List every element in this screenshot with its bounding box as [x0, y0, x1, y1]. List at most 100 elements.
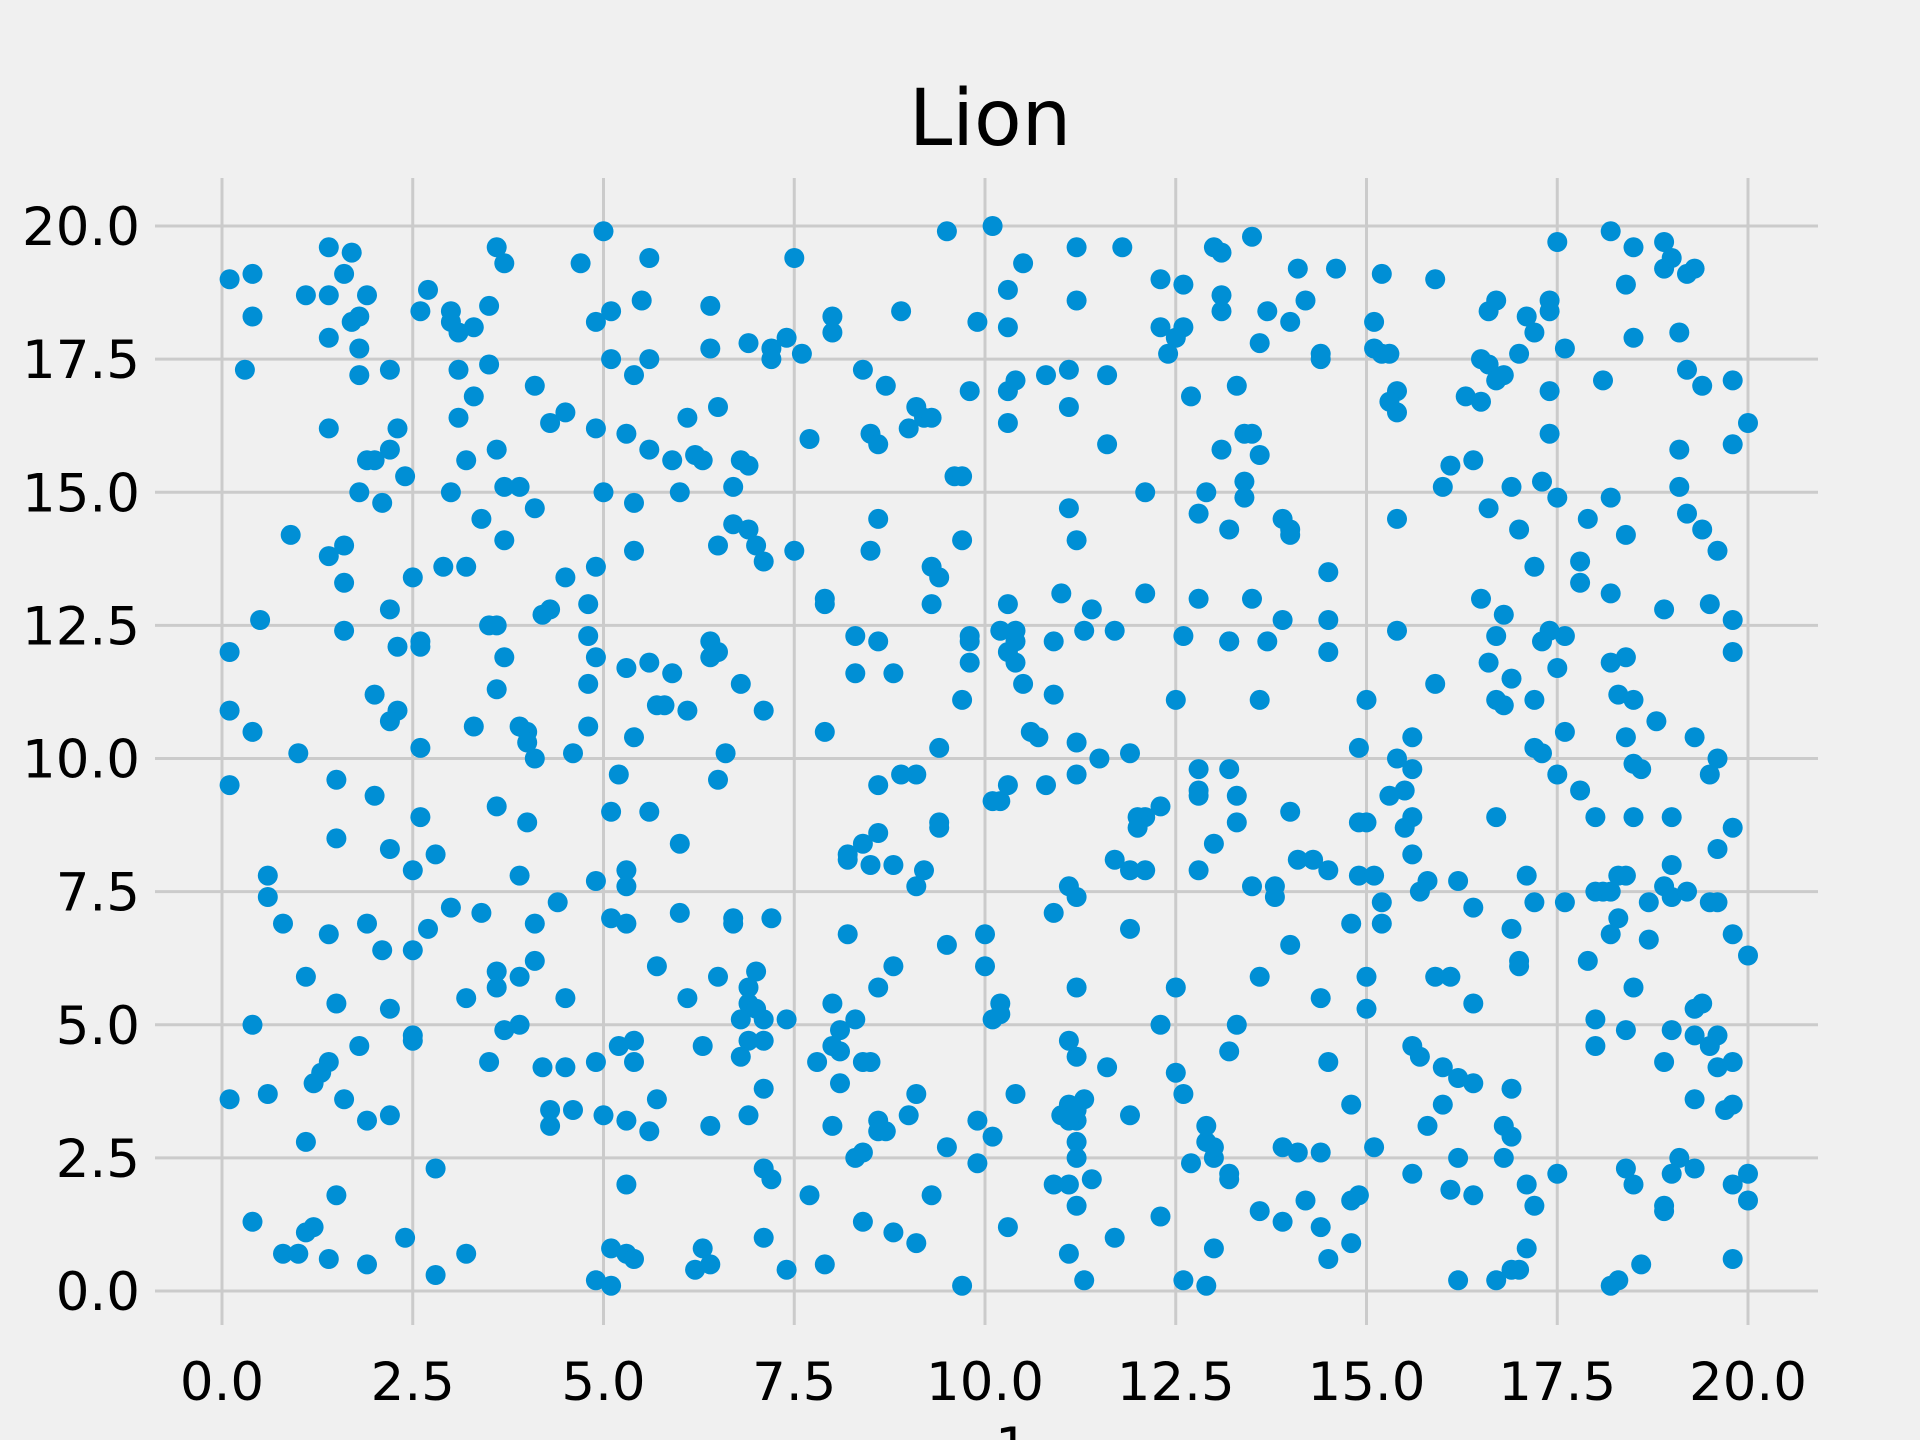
data-point: [1318, 610, 1339, 630]
data-point: [1226, 812, 1247, 833]
data-point: [486, 679, 507, 700]
data-point: [822, 322, 843, 343]
data-point: [1280, 311, 1301, 332]
data-point: [1104, 849, 1125, 870]
data-point: [379, 359, 400, 380]
data-point: [593, 221, 614, 242]
data-point: [486, 796, 507, 817]
data-point: [1463, 993, 1484, 1014]
data-point: [1242, 226, 1262, 247]
data-point: [448, 322, 469, 343]
data-point: [349, 306, 370, 327]
data-point: [1501, 1126, 1522, 1147]
data-point: [379, 599, 400, 620]
data-point: [372, 940, 393, 961]
data-point: [990, 620, 1011, 641]
data-point: [1219, 631, 1240, 652]
data-point: [730, 1046, 751, 1067]
data-point: [921, 407, 942, 428]
data-point: [753, 551, 774, 572]
data-point: [440, 897, 461, 918]
x-axis-label: 1: [995, 1417, 1029, 1440]
data-point: [692, 1036, 713, 1056]
data-point: [1150, 317, 1171, 338]
data-point: [219, 700, 240, 721]
data-point: [1501, 1078, 1522, 1099]
data-point: [219, 1089, 240, 1110]
data-point: [1043, 631, 1064, 652]
data-point: [1066, 887, 1087, 907]
data-point: [1387, 748, 1407, 769]
data-point: [1547, 232, 1568, 252]
data-point: [1196, 482, 1217, 503]
data-point: [1226, 375, 1247, 396]
data-point: [1684, 727, 1705, 748]
data-point: [1608, 1270, 1629, 1291]
data-point: [868, 775, 889, 796]
data-point: [1486, 807, 1507, 828]
data-point: [1600, 221, 1621, 242]
data-point: [1524, 689, 1545, 710]
data-point: [1699, 1036, 1720, 1056]
data-point: [997, 594, 1018, 615]
data-point: [585, 1270, 606, 1291]
data-point: [1181, 1153, 1201, 1174]
data-point: [532, 1057, 553, 1078]
data-point: [524, 950, 545, 971]
data-point: [1165, 977, 1186, 998]
data-point: [906, 1233, 927, 1254]
data-point: [1661, 807, 1682, 828]
data-point: [1036, 365, 1056, 386]
data-point: [1066, 1195, 1087, 1216]
data-point: [326, 993, 347, 1014]
data-point: [1615, 1020, 1636, 1041]
data-point: [357, 1110, 377, 1131]
data-point: [1242, 588, 1262, 609]
data-point: [357, 913, 377, 934]
data-point: [1005, 370, 1026, 391]
data-point: [1181, 386, 1201, 407]
data-point: [730, 673, 751, 694]
data-point: [822, 1115, 843, 1136]
data-point: [1417, 1115, 1438, 1136]
data-point: [303, 1217, 324, 1238]
data-point: [509, 865, 530, 886]
data-point: [738, 519, 759, 540]
data-point: [990, 1004, 1011, 1025]
data-point: [936, 1137, 957, 1158]
data-point: [1661, 887, 1682, 907]
data-point: [1638, 892, 1659, 913]
data-point: [1272, 1211, 1293, 1232]
data-point: [929, 737, 950, 758]
data-point: [509, 966, 530, 987]
data-point: [1348, 812, 1369, 833]
data-point: [448, 407, 469, 428]
data-point: [1692, 993, 1713, 1014]
data-point: [1432, 1094, 1453, 1115]
data-point: [753, 1227, 774, 1248]
data-point: [1058, 1110, 1079, 1131]
data-point: [1554, 892, 1575, 913]
data-point: [1661, 1163, 1682, 1184]
data-point: [1532, 743, 1552, 764]
data-point: [524, 375, 545, 396]
data-point: [1532, 631, 1552, 652]
data-point: [860, 540, 881, 561]
data-point: [402, 1030, 423, 1051]
data-point: [1501, 918, 1522, 939]
data-point: [379, 839, 400, 859]
data-point: [1448, 1068, 1469, 1088]
data-point: [1684, 258, 1705, 279]
data-point: [1615, 647, 1636, 668]
data-point: [1158, 343, 1179, 364]
data-point: [524, 498, 545, 519]
data-point: [273, 1243, 293, 1264]
data-point: [1249, 1201, 1270, 1222]
data-point: [1371, 913, 1392, 934]
data-point: [1463, 1185, 1484, 1206]
data-point: [1677, 503, 1697, 524]
data-point: [1173, 1270, 1194, 1291]
data-point: [952, 466, 973, 487]
data-points: [219, 216, 1758, 1296]
